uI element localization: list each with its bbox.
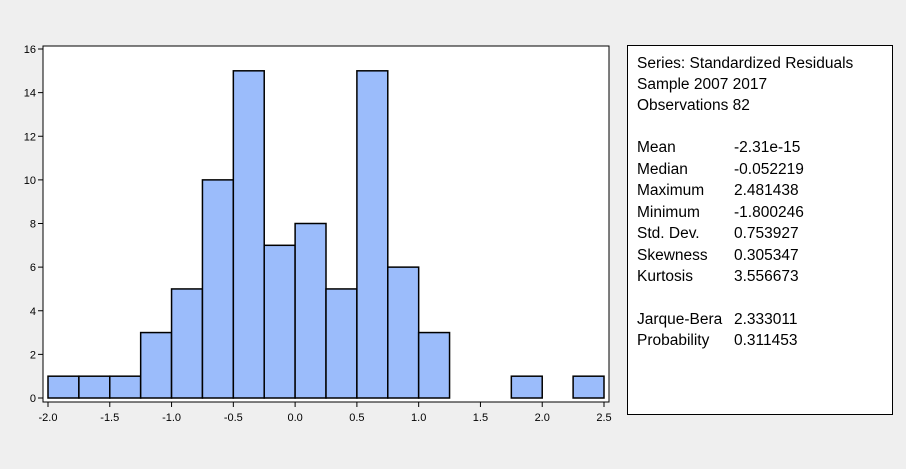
y-tick-label: 8 (30, 219, 36, 231)
histogram-bar (387, 266, 420, 399)
x-tick-label: 2.0 (535, 412, 550, 424)
stat-label: Minimum (637, 203, 700, 221)
stat-row-median: Median -0.052219 (637, 159, 892, 181)
stat-label: Kurtosis (637, 268, 693, 285)
sample-label: Sample 2007 2017 (637, 76, 768, 93)
stat-value: -1.800246 (734, 203, 804, 221)
y-tick-label: 12 (24, 131, 36, 143)
bars-group (47, 70, 605, 399)
histogram-bar (572, 375, 605, 399)
stat-label: Mean (637, 139, 676, 156)
histogram-bar (356, 70, 389, 399)
histogram-bar (263, 244, 296, 399)
histogram-bar (78, 375, 111, 399)
axes-group: 0 2 4 6 8 10 12 14 16 -2.0 -1.5 -1.0 -0.5 0.0 0.5 1.0 1.… (24, 44, 612, 424)
histogram-bar (510, 375, 543, 399)
x-tick-label: 1.5 (473, 412, 488, 424)
y-tick-label: 14 (24, 88, 36, 100)
stat-row-jarque-bera: Jarque-Bera 2.333011 (637, 309, 892, 331)
histogram-bar (109, 375, 142, 399)
histogram-bar (139, 331, 173, 399)
stat-row-mean: Mean -2.31e-15 (637, 137, 892, 159)
histogram-bar (232, 70, 265, 399)
stat-row-std-dev: Std. Dev. 0.753927 (637, 223, 892, 245)
stat-label: Std. Dev. (637, 225, 700, 242)
histogram-bar (325, 288, 358, 399)
histogram-bar (47, 375, 80, 399)
stat-label: Maximum (637, 182, 705, 199)
stats-spacer (637, 116, 892, 137)
stat-value: 2.333011 (734, 310, 798, 328)
stat-row-maximum: Maximum 2.481438 (637, 180, 892, 202)
x-tick-label: 2.5 (596, 412, 611, 424)
stats-spacer (637, 288, 892, 309)
stat-value: 3.556673 (734, 268, 799, 285)
stat-value: -0.052219 (734, 160, 804, 178)
stat-label: Probability (637, 332, 710, 349)
stat-value: 0.305347 (734, 246, 799, 264)
statistics-panel: Series: Standardized Residuals Sample 20… (627, 45, 893, 415)
stat-label: Median (637, 160, 688, 178)
y-tick-label: 0 (30, 393, 36, 405)
x-tick-label: -1.0 (162, 412, 181, 424)
y-tick-label: 6 (30, 262, 36, 274)
stat-label: Jarque-Bera (637, 310, 723, 328)
histogram-bar (294, 222, 327, 399)
stat-value: -2.31e-15 (734, 139, 801, 156)
y-tick-label: 2 (30, 349, 36, 361)
x-tick-label: -1.5 (100, 412, 119, 424)
stat-row-probability: Probability 0.311453 (637, 330, 892, 352)
y-tick-label: 10 (24, 175, 36, 187)
y-tick-label: 4 (30, 306, 36, 318)
series-label: Series: Standardized Residuals (637, 55, 854, 72)
x-tick-label: 0.0 (287, 412, 302, 424)
stat-row-skewness: Skewness 0.305347 (637, 245, 892, 267)
stat-value: 2.481438 (734, 182, 799, 199)
stat-value: 0.311453 (734, 332, 798, 349)
y-tick-label: 16 (24, 44, 36, 56)
histogram-bar (201, 179, 235, 399)
histogram-bar (170, 288, 204, 399)
histogram-bar (417, 331, 451, 399)
x-tick-label: 0.5 (349, 412, 364, 424)
x-tick-label: 1.0 (411, 412, 426, 424)
stat-row-minimum: Minimum -1.800246 (637, 202, 892, 224)
x-tick-label: -2.0 (39, 412, 58, 424)
observations-label: Observations 82 (637, 97, 750, 114)
stat-value: 0.753927 (734, 225, 799, 242)
stat-label: Skewness (637, 246, 708, 264)
x-tick-label: -0.5 (224, 412, 243, 424)
stat-row-kurtosis: Kurtosis 3.556673 (637, 266, 892, 288)
